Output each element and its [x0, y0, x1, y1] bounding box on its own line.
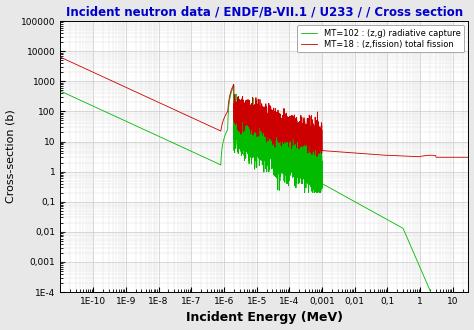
MT=102 : (z,g) radiative capture: (1.01e-05, 2.36): (z,g) radiative capture: (1.01e-05, 2.36…	[254, 158, 260, 162]
MT=18 : (z,fission) total fission: (1.01e-05, 102): (z,fission) total fission: (1.01e-05, 10…	[254, 109, 260, 113]
Line: MT=102 : (z,g) radiative capture: MT=102 : (z,g) radiative capture	[61, 86, 468, 330]
MT=102 : (z,g) radiative capture: (2e-06, 699): (z,g) radiative capture: (2e-06, 699)	[231, 84, 237, 88]
Y-axis label: Cross-section (b): Cross-section (b)	[6, 110, 16, 203]
MT=102 : (z,g) radiative capture: (2.83e-06, 19): (z,g) radiative capture: (2.83e-06, 19)	[236, 131, 242, 135]
X-axis label: Incident Energy (MeV): Incident Energy (MeV)	[186, 312, 343, 324]
MT=18 : (z,fission) total fission: (6.92e-05, 23.7): (z,fission) total fission: (6.92e-05, 23…	[281, 128, 287, 132]
MT=18 : (z,fission) total fission: (9.82e-05, 40.1): (z,fission) total fission: (9.82e-05, 40…	[286, 121, 292, 125]
MT=18 : (z,fission) total fission: (0.00263, 4.63): (z,fission) total fission: (0.00263, 4.6…	[333, 149, 338, 153]
MT=18 : (z,fission) total fission: (1e-11, 6.32e+03): (z,fission) total fission: (1e-11, 6.32e…	[58, 55, 64, 59]
MT=102 : (z,g) radiative capture: (6.94e-05, 2.54): (z,g) radiative capture: (6.94e-05, 2.54…	[282, 157, 287, 161]
MT=18 : (z,fission) total fission: (2.52e-05, 75): (z,fission) total fission: (2.52e-05, 75…	[267, 113, 273, 117]
MT=18 : (z,fission) total fission: (2.82e-06, 73.2): (z,fission) total fission: (2.82e-06, 73…	[236, 114, 242, 117]
Legend: MT=102 : (z,g) radiative capture, MT=18 : (z,fission) total fission: MT=102 : (z,g) radiative capture, MT=18 …	[297, 25, 464, 52]
MT=18 : (z,fission) total fission: (30, 3): (z,fission) total fission: (30, 3)	[465, 155, 471, 159]
MT=18 : (z,fission) total fission: (3.08, 3): (z,fission) total fission: (3.08, 3)	[433, 155, 439, 159]
MT=102 : (z,g) radiative capture: (0.00272, 0.22): (z,g) radiative capture: (0.00272, 0.22)	[333, 189, 339, 193]
MT=102 : (z,g) radiative capture: (2.53e-05, 17.4): (z,g) radiative capture: (2.53e-05, 17.4…	[267, 132, 273, 136]
Title: Incident neutron data / ENDF/B-VII.1 / U233 / / Cross section: Incident neutron data / ENDF/B-VII.1 / U…	[66, 6, 463, 18]
Line: MT=18 : (z,fission) total fission: MT=18 : (z,fission) total fission	[61, 57, 468, 157]
MT=102 : (z,g) radiative capture: (1e-11, 474): (z,g) radiative capture: (1e-11, 474)	[58, 89, 64, 93]
MT=102 : (z,g) radiative capture: (9.84e-05, 6.73): (z,g) radiative capture: (9.84e-05, 6.73…	[286, 145, 292, 149]
